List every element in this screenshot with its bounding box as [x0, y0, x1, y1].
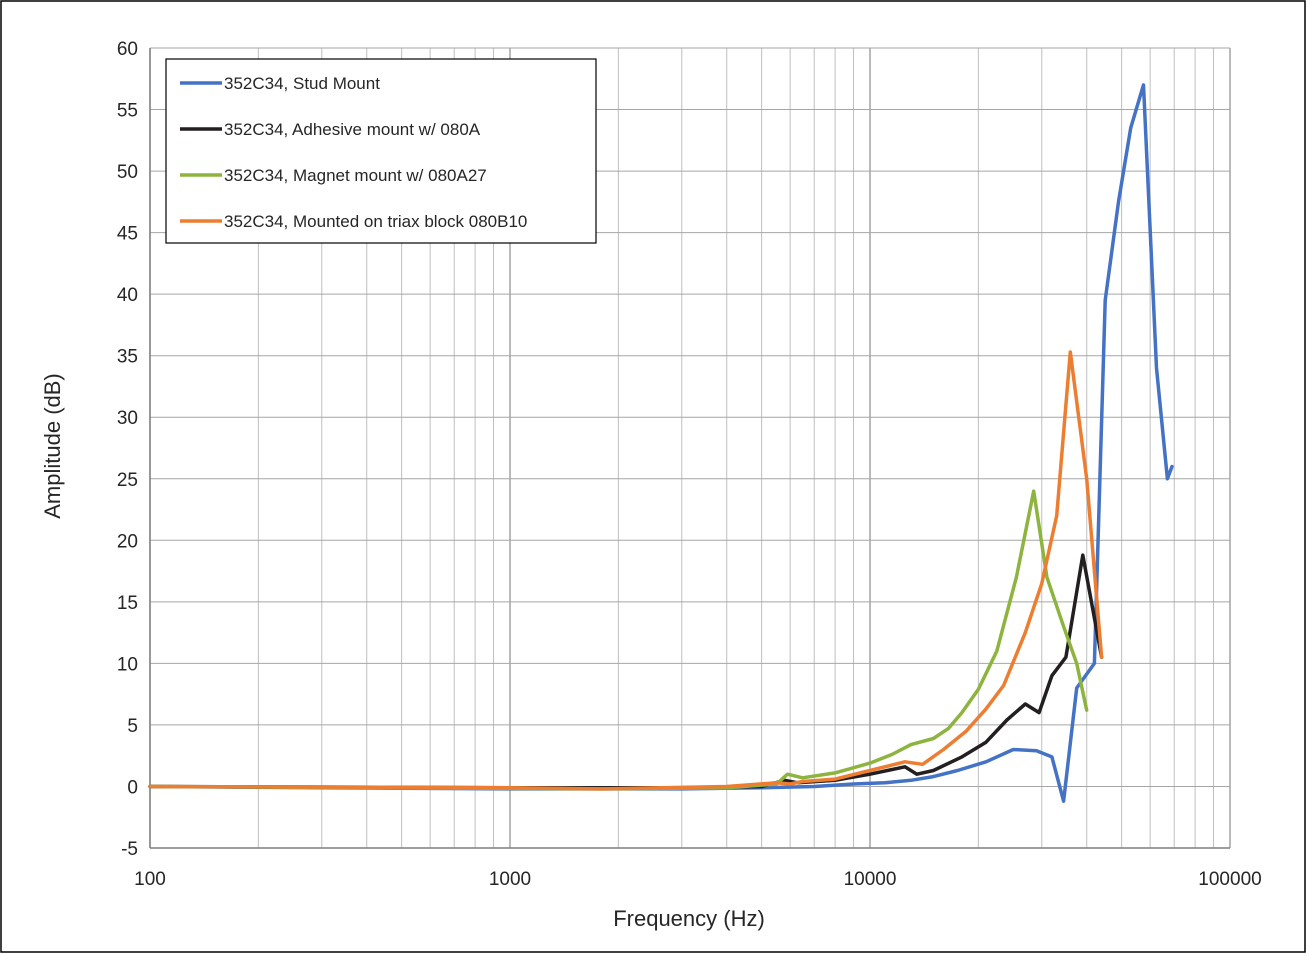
y-tick-label: 50: [117, 162, 138, 183]
y-tick-label: 15: [117, 593, 138, 614]
y-axis-title: Amplitude (dB): [40, 373, 65, 519]
y-tick-label: 10: [117, 654, 138, 675]
y-tick-label: 60: [117, 39, 138, 60]
x-axis-title: Frequency (Hz): [613, 906, 765, 931]
y-tick-label: 25: [117, 470, 138, 491]
y-tick-label: 55: [117, 101, 138, 122]
legend-label: 352C34, Magnet mount w/ 080A27: [224, 166, 487, 185]
y-tick-label: 40: [117, 285, 138, 306]
legend-item: 352C34, Magnet mount w/ 080A27: [180, 166, 487, 185]
y-tick-label: 35: [117, 347, 138, 368]
legend-label: 352C34, Adhesive mount w/ 080A: [224, 120, 481, 139]
x-tick-label: 100000: [1198, 869, 1261, 890]
y-tick-label: -5: [121, 839, 138, 860]
x-tick-label: 100: [134, 869, 166, 890]
legend: 352C34, Stud Mount 352C34, Adhesive mount…: [166, 59, 596, 243]
y-tick-label: 0: [127, 777, 138, 798]
legend-label: 352C34, Stud Mount: [224, 74, 380, 93]
legend-item: 352C34, Adhesive mount w/ 080A: [180, 120, 481, 139]
legend-label: 352C34, Mounted on triax block 080B10: [224, 212, 527, 231]
x-tick-label: 10000: [844, 869, 897, 890]
y-tick-label: 30: [117, 408, 138, 429]
legend-item: 352C34, Mounted on triax block 080B10: [180, 212, 527, 231]
y-tick-label: 45: [117, 224, 138, 245]
y-tick-label: 5: [127, 716, 138, 737]
x-tick-label: 1000: [489, 869, 531, 890]
y-tick-label: 20: [117, 531, 138, 552]
